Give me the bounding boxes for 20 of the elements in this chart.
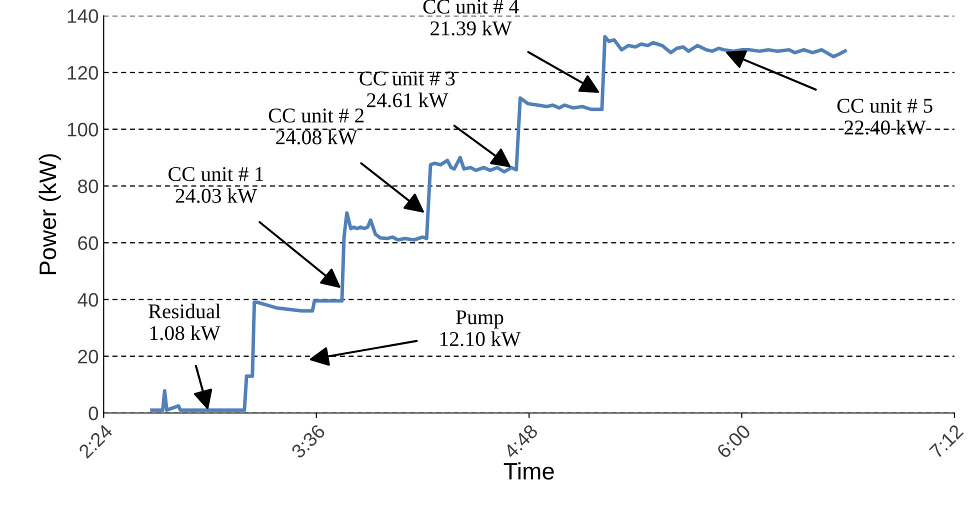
x-tick-label: 6:00 (716, 424, 752, 459)
annotation: CC unit # 5 22.40 kW (837, 98, 932, 135)
y-tick-label: 0 (88, 406, 98, 420)
y-tick-label: 60 (78, 236, 98, 250)
annotation: CC unit # 2 24.08 kW (268, 108, 364, 144)
y-tick-label: 120 (68, 66, 98, 80)
y-tick-label: 140 (68, 9, 98, 23)
x-axis-title: Time (504, 462, 554, 480)
annotation: Pump 12.10 kW (440, 310, 521, 346)
y-tick-label: 100 (68, 122, 98, 136)
x-tick-label: 4:48 (502, 424, 539, 460)
annotation: CC unit # 1 24.03 kW (168, 167, 264, 203)
x-tick-label: 7:12 (928, 424, 964, 459)
annotation: Residual 1.08 kW (148, 304, 221, 340)
y-tick-label: 20 (78, 350, 98, 364)
x-tick-label: 3:36 (290, 424, 326, 460)
annotation: CC unit # 4 21.39 kW (423, 0, 519, 36)
y-tick-label: 80 (78, 179, 98, 194)
y-axis-title: Power (kW) (38, 154, 61, 274)
y-tick-label: 40 (78, 292, 98, 307)
